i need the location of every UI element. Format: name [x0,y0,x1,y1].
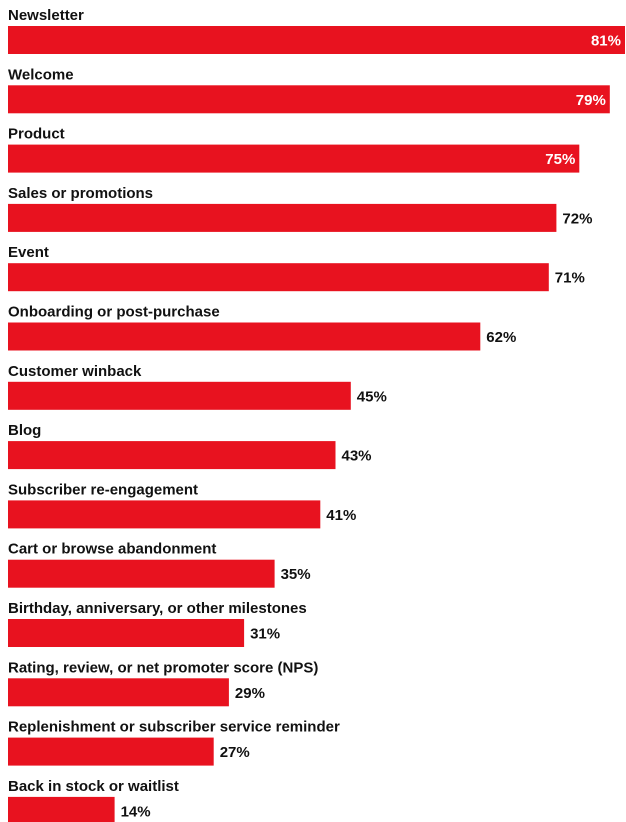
value-label: 43% [342,448,372,465]
bar [8,381,351,410]
value-label: 14% [121,803,151,820]
bar [8,144,580,173]
bar [8,322,481,351]
bar [8,441,336,470]
category-label: Welcome [8,66,74,83]
value-label: 31% [250,626,280,643]
category-label: Replenishment or subscriber service remi… [8,719,340,736]
bar [8,500,321,529]
category-label: Cart or browse abandonment [8,541,216,558]
value-label: 29% [235,685,265,702]
chart-rows: Newsletter 81% Welcome 79% Product 75% Sales o… [8,7,625,822]
value-label: 62% [486,329,516,346]
bar-row: Customer winback 45% [8,363,387,410]
bar [8,85,610,114]
bar [8,737,214,766]
bar [8,26,625,54]
bar-row: Welcome 79% [8,66,610,114]
category-label: Customer winback [8,363,142,380]
bar-row: Birthday, anniversary, or other mileston… [8,600,307,647]
category-label: Sales or promotions [8,185,153,202]
value-label: 75% [545,151,575,168]
bar-row: Event 71% [8,244,585,292]
bar-row: Rating, review, or net promoter score (N… [8,659,318,707]
bar-row: Replenishment or subscriber service remi… [8,719,340,766]
bar [8,263,549,292]
bar [8,796,115,822]
category-label: Subscriber re-engagement [8,481,198,498]
value-label: 71% [555,270,585,287]
value-label: 45% [357,388,387,405]
value-label: 35% [281,566,311,583]
bar-row: Back in stock or waitlist 14% [8,778,179,822]
value-label: 79% [576,92,606,109]
category-label: Newsletter [8,7,84,24]
bar-row: Sales or promotions 72% [8,185,592,232]
bar [8,678,229,707]
value-label: 72% [562,210,592,227]
category-label: Rating, review, or net promoter score (N… [8,659,318,676]
category-label: Event [8,244,49,261]
bar-row: Newsletter 81% [8,7,625,54]
bar [8,559,275,588]
category-label: Blog [8,422,41,439]
bar-row: Blog 43% [8,422,372,470]
bar [8,619,245,647]
category-label: Onboarding or post-purchase [8,304,220,321]
category-label: Product [8,126,65,143]
category-label: Back in stock or waitlist [8,778,179,795]
bar [8,203,557,232]
value-label: 81% [591,33,621,50]
value-label: 27% [220,744,250,761]
bar-row: Subscriber re-engagement 41% [8,481,356,529]
bar-row: Product 75% [8,126,580,173]
bar-row: Cart or browse abandonment 35% [8,541,311,588]
category-label: Birthday, anniversary, or other mileston… [8,600,307,617]
bar-row: Onboarding or post-purchase 62% [8,304,516,351]
value-label: 41% [326,507,356,524]
